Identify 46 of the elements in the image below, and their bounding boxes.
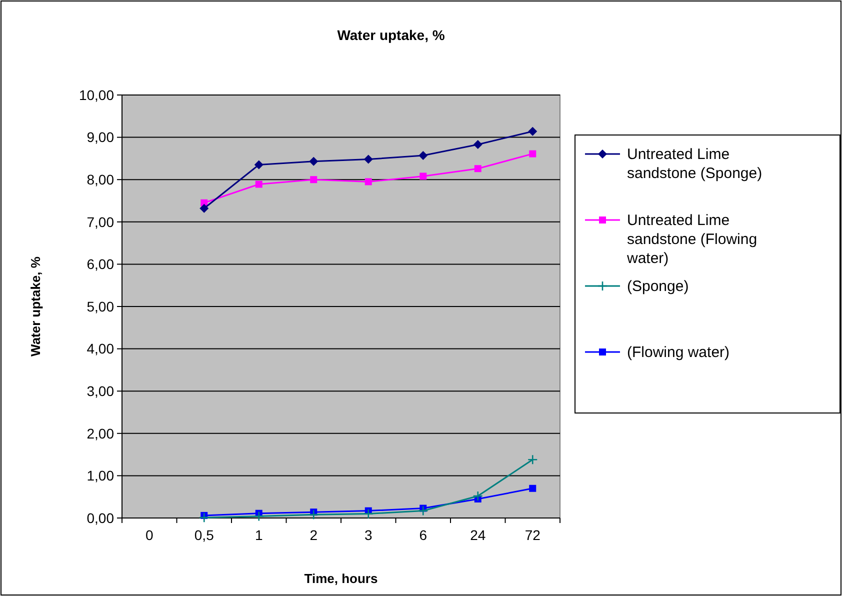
x-tick-label: 0 — [145, 527, 154, 543]
legend-label: Untreated Lime sandstone (Flowing water) — [626, 212, 758, 267]
x-tick-label: 1 — [254, 527, 263, 543]
x-tick-label: 6 — [419, 527, 428, 543]
point — [198, 512, 210, 523]
legend-label: Untreated Lime sandstone (Sponge) — [627, 146, 762, 182]
y-tick-label: 4,00 — [86, 340, 114, 357]
y-tick-label: 9,00 — [86, 129, 114, 146]
y-tick-label: 5,00 — [86, 298, 114, 314]
point — [528, 126, 538, 136]
y-tick-label: 8,00 — [86, 172, 114, 188]
point — [310, 176, 318, 184]
y-axis-title: Water uptake, % — [28, 256, 43, 356]
y-tick-label: 0,00 — [86, 510, 114, 526]
point — [529, 150, 536, 158]
point — [420, 172, 427, 180]
point — [529, 484, 536, 492]
y-tick-label: 1,00 — [86, 468, 114, 484]
point — [254, 511, 264, 522]
y-tick-label: 6,00 — [86, 256, 114, 272]
point — [527, 454, 538, 465]
x-tick-label: 2 — [310, 527, 318, 543]
x-tick-label: 24 — [470, 527, 486, 543]
x-tick-label: 0,5 — [194, 527, 214, 543]
x-tick-label: 3 — [364, 527, 372, 543]
y-tick-label: 3,00 — [86, 383, 114, 399]
point — [254, 160, 264, 170]
point — [364, 154, 373, 164]
x-tick-label: 72 — [524, 527, 541, 543]
y-tick-label: 2,00 — [86, 425, 114, 442]
point — [418, 506, 428, 516]
legend-label: (Sponge) — [627, 278, 689, 295]
legend-label: (Flowing water) — [627, 344, 730, 361]
point — [418, 150, 428, 160]
y-tick-label: 7,00 — [86, 214, 114, 230]
point — [309, 156, 318, 166]
point — [200, 204, 209, 213]
point — [472, 490, 484, 502]
chart-title: Water uptake, % — [337, 27, 446, 43]
y-tick-label: 10,00 — [78, 86, 114, 103]
point — [473, 140, 482, 149]
point — [364, 178, 372, 186]
x-axis-title: Time, hours — [304, 571, 378, 586]
point — [363, 508, 374, 519]
point — [255, 180, 262, 188]
point — [474, 165, 482, 172]
